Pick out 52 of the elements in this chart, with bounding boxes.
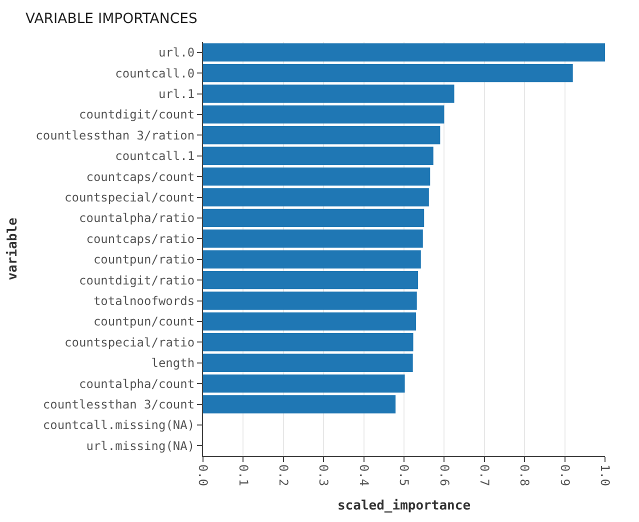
bar — [203, 167, 430, 186]
x-tick-label: 0.3 — [316, 464, 331, 486]
x-tick-label: 0.0 — [196, 464, 210, 486]
chart-title: VARIABLE IMPORTANCES — [26, 10, 198, 27]
bar — [203, 292, 417, 310]
y-tick-label: countcaps/count — [86, 170, 195, 184]
y-tick-label: countlessthan 3/count — [42, 397, 195, 412]
bar — [203, 374, 405, 393]
x-tick-label: 0.5 — [397, 464, 412, 486]
bar — [203, 333, 414, 352]
bar — [203, 230, 423, 248]
y-tick-label: countlessthan 3/ration — [36, 128, 195, 142]
bar — [203, 126, 440, 144]
x-tick-label: 0.7 — [478, 464, 492, 486]
bar — [203, 105, 444, 124]
bar — [203, 188, 429, 206]
bar — [203, 84, 454, 103]
y-axis-title: variable — [6, 218, 21, 280]
bar — [203, 208, 424, 228]
x-tick-label: 0.6 — [437, 464, 452, 486]
x-axis-title: scaled_importance — [337, 498, 471, 514]
y-tick-label: url.missing(NA) — [86, 438, 195, 453]
y-tick-label: length — [151, 356, 195, 370]
y-tick-label: countpun/count — [93, 314, 195, 329]
x-tick-label: 0.4 — [356, 464, 371, 486]
y-tick-label: countcall.0 — [115, 66, 195, 80]
x-tick-label: 0.1 — [236, 464, 250, 486]
y-tick-label: countspecial/count — [64, 190, 195, 204]
x-tick-label: 1.0 — [598, 464, 612, 486]
x-tick-label: 0.2 — [276, 464, 290, 486]
x-tick-label: 0.9 — [558, 464, 572, 486]
y-tick-label: countcaps/ratio — [86, 232, 195, 246]
y-tick-label: url.0 — [158, 46, 195, 60]
bar — [203, 312, 416, 331]
y-tick-label: url.1 — [158, 86, 195, 101]
x-tick-label: 0.8 — [518, 464, 532, 486]
y-tick-label: totalnoofwords — [93, 294, 195, 308]
bar — [203, 354, 413, 372]
bar — [203, 64, 573, 82]
bar — [203, 43, 605, 62]
y-tick-label: countcall.1 — [115, 149, 195, 164]
y-tick-label: countdigit/ratio — [79, 273, 195, 288]
y-tick-label: countdigit/count — [79, 108, 195, 122]
y-tick-label: countcall.missing(NA) — [42, 418, 195, 432]
y-tick-label: countpun/ratio — [93, 252, 195, 267]
y-tick-label: countalpha/count — [79, 376, 195, 391]
bar — [203, 250, 421, 268]
bar — [203, 395, 396, 414]
bar — [203, 270, 418, 290]
y-tick-label: countalpha/ratio — [79, 211, 195, 226]
bar — [203, 146, 434, 165]
y-tick-label: countspecial/ratio — [64, 335, 195, 350]
